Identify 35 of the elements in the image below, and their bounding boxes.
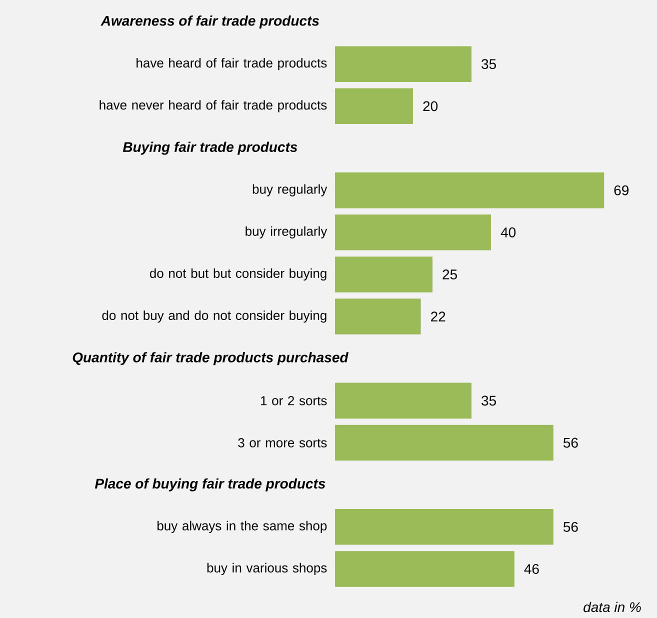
- bar: [335, 88, 413, 124]
- y-tick-label: buy irregularly: [246, 226, 328, 238]
- y-tick-label: have never heard of fair trade products: [100, 100, 327, 112]
- y-tick-label: buy always in the same shop: [158, 520, 327, 533]
- bar: [335, 214, 491, 250]
- bar: [335, 46, 472, 82]
- bar: [335, 424, 554, 461]
- data-label: 56: [563, 438, 578, 448]
- bar: [335, 551, 514, 587]
- text: Awareness of fair trade products: [100, 15, 320, 29]
- data-label: 25: [442, 270, 458, 280]
- data-label: 35: [482, 59, 496, 70]
- bar: [335, 256, 432, 292]
- data-label: 35: [482, 396, 496, 406]
- bar: [335, 509, 554, 545]
- y-tick-label: buy in various shops: [207, 562, 327, 576]
- y-tick-label: do not buy and do not consider buying: [102, 310, 326, 323]
- text: Buying fair trade products: [122, 142, 298, 155]
- y-tick-label: 1 or 2 sorts: [260, 396, 327, 406]
- data-label: 40: [500, 227, 516, 238]
- y-tick-label: do not but but consider buying: [150, 268, 326, 281]
- data-label: 20: [423, 101, 438, 112]
- bar: [335, 298, 421, 334]
- y-tick-label: 3 or more sorts: [238, 438, 327, 448]
- data-label: 56: [563, 522, 578, 532]
- text: data in %: [584, 602, 641, 612]
- data-label: 22: [431, 312, 446, 322]
- text: Place of buying fair trade products: [94, 478, 326, 492]
- data-label: 69: [614, 185, 629, 196]
- y-tick-label: have heard of fair trade products: [136, 58, 327, 70]
- data-label: 46: [524, 564, 539, 574]
- bar: [335, 172, 604, 208]
- annotation: Quantity of fair trade products purchased: [72, 352, 349, 366]
- y-tick-label: buy regularly: [252, 184, 328, 196]
- bar: [335, 382, 472, 419]
